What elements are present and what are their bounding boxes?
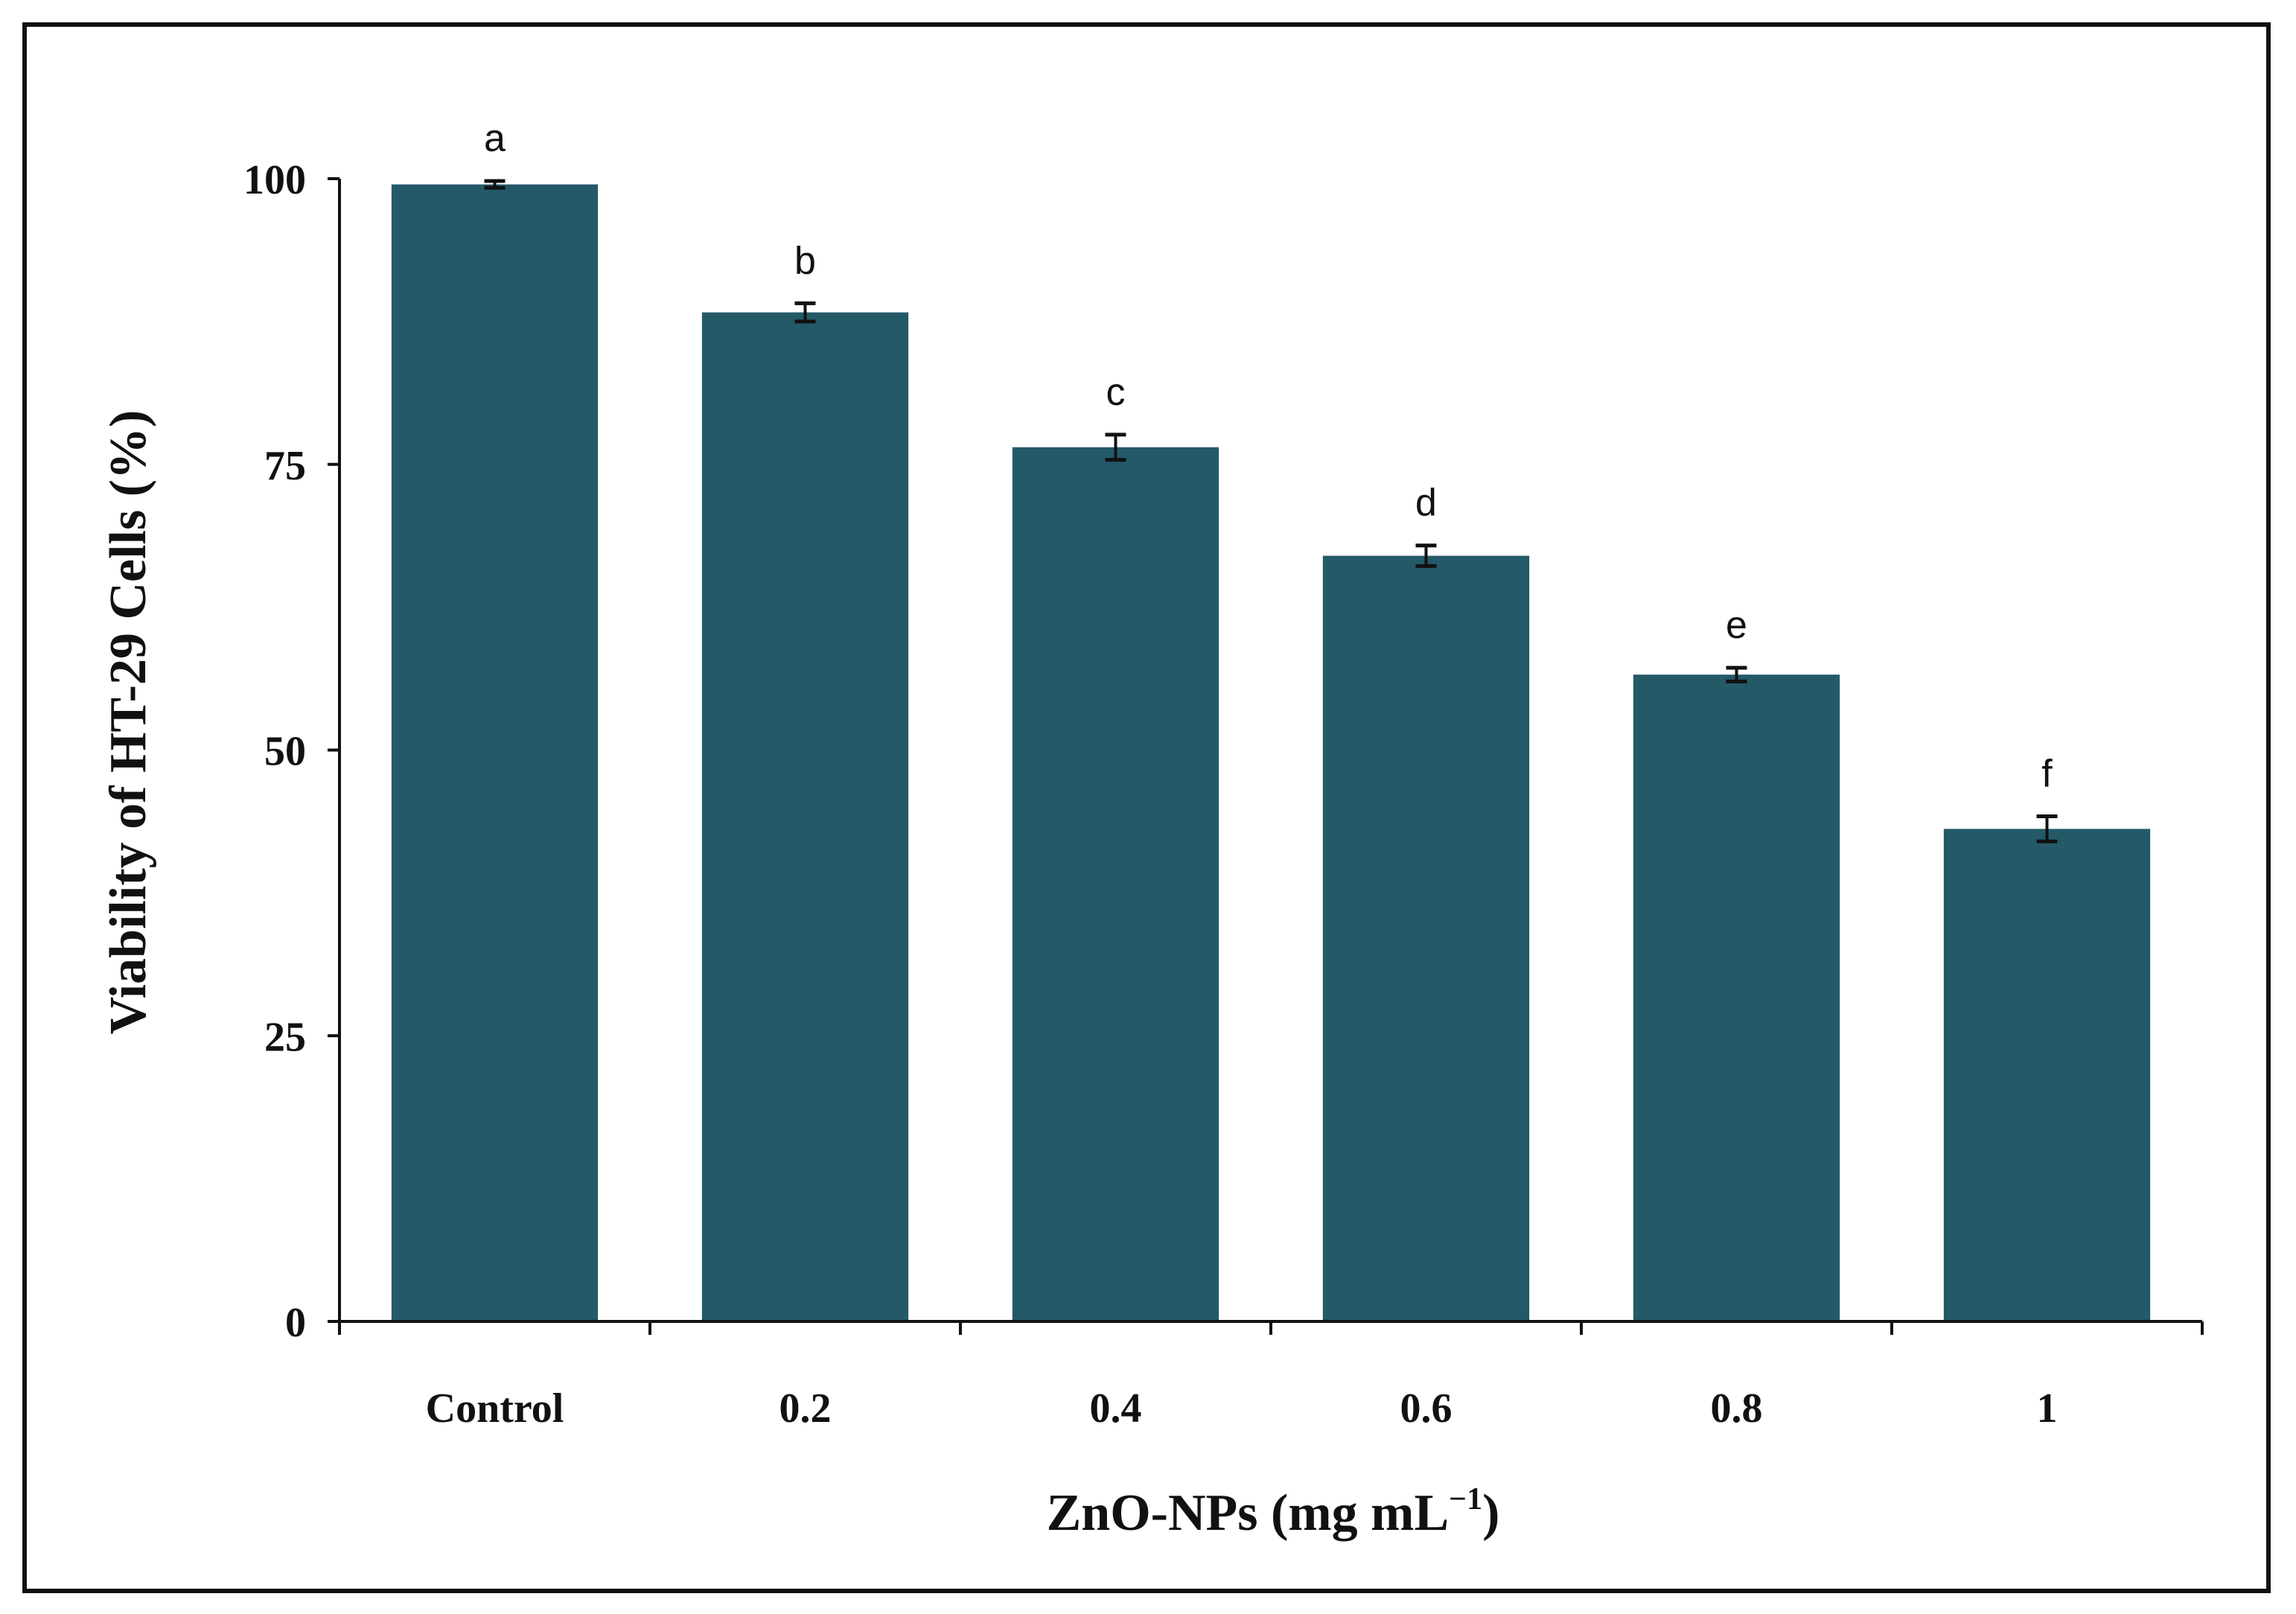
bars-layer — [391, 179, 2151, 1322]
significance-letter: e — [1726, 604, 1747, 647]
x-tick-label: 0.8 — [1711, 1385, 1763, 1432]
significance-letter: f — [2041, 753, 2053, 796]
x-axis-title-main: ZnO-NPs (mg mL — [1047, 1484, 1450, 1542]
y-tick-label: 50 — [264, 729, 306, 775]
x-tick-label: 1 — [2037, 1385, 2058, 1432]
x-axis-title: ZnO-NPs (mg mL−1) — [1047, 1482, 1500, 1542]
x-tick-label: 0.4 — [1090, 1385, 1142, 1432]
bar — [1943, 829, 2151, 1321]
bar — [1322, 555, 1530, 1321]
y-tick-label: 100 — [243, 157, 306, 203]
bar — [701, 312, 909, 1322]
significance-letter: b — [794, 239, 816, 282]
x-axis-title-superscript: −1 — [1449, 1482, 1482, 1516]
x-tick-label: 0.6 — [1400, 1385, 1452, 1432]
bar — [391, 184, 599, 1321]
bar — [1012, 447, 1219, 1321]
significance-letter: a — [484, 117, 506, 160]
labels-layer: a Control b 0.2 c 0.4 d 0.6 e 0.8 f 1 0 25 50 75 100 — [243, 117, 2058, 1432]
significance-letter: c — [1106, 371, 1126, 414]
x-axis-title-suffix: ) — [1482, 1484, 1499, 1542]
axes-layer — [328, 177, 2204, 1335]
y-tick-label: 25 — [264, 1014, 306, 1060]
x-tick-label: Control — [426, 1385, 564, 1432]
y-axis-title: Viability of HT-29 Cells (%) — [100, 410, 157, 1035]
y-tick-label: 75 — [264, 443, 306, 489]
significance-letter: d — [1415, 482, 1437, 525]
y-tick-label: 0 — [285, 1300, 306, 1346]
x-tick-label: 0.2 — [779, 1385, 832, 1432]
bar — [1633, 674, 1840, 1321]
